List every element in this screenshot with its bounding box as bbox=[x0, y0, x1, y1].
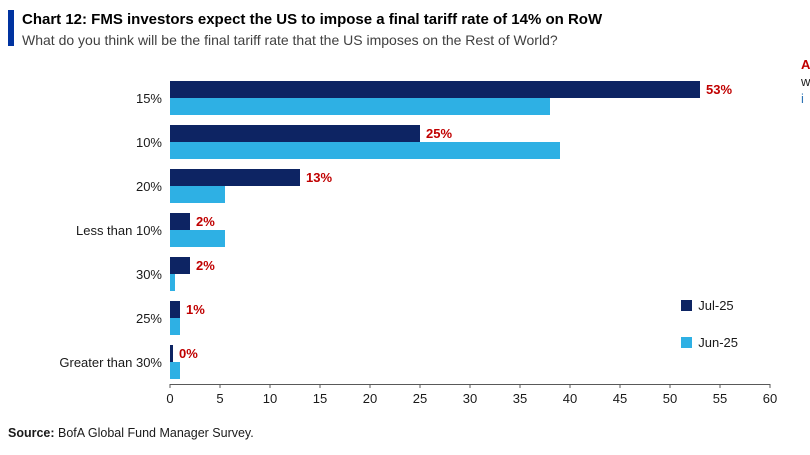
x-tick-label: 10 bbox=[262, 391, 278, 406]
x-tick-mark bbox=[369, 384, 371, 388]
chart-subtitle: What do you think will be the final tari… bbox=[22, 32, 558, 48]
x-tick-label: 5 bbox=[216, 391, 224, 406]
bar-jul25 bbox=[170, 81, 700, 98]
bar-jul25 bbox=[170, 257, 190, 274]
bar-pair: 1% bbox=[170, 301, 770, 335]
bar-jul25 bbox=[170, 213, 190, 230]
data-label: 0% bbox=[179, 346, 198, 361]
bar-pair: 25% bbox=[170, 125, 770, 159]
source-text: BofA Global Fund Manager Survey. bbox=[54, 426, 254, 440]
x-tick-mark bbox=[269, 384, 271, 388]
source-note: Source: BofA Global Fund Manager Survey. bbox=[8, 426, 810, 440]
x-tick-mark bbox=[319, 384, 321, 388]
data-label: 25% bbox=[426, 126, 453, 141]
category-label: 30% bbox=[135, 266, 162, 282]
bar-chart: 15% 53% 10% 25% 20% 13% Less than 10% 2% 30% 2% 25… bbox=[0, 76, 810, 410]
data-label: 53% bbox=[706, 82, 733, 97]
data-label: 2% bbox=[196, 258, 215, 273]
title-accent-bar bbox=[8, 10, 14, 46]
header-text: Chart 12: FMS investors expect the US to… bbox=[22, 10, 602, 50]
x-tick-label: 45 bbox=[612, 391, 628, 406]
bar-pair: 0% bbox=[170, 345, 770, 379]
bar-jul25 bbox=[170, 125, 420, 142]
bar-pair: 2% bbox=[170, 213, 770, 247]
bar-jul25 bbox=[170, 301, 180, 318]
legend-swatch-jun25 bbox=[681, 337, 693, 348]
x-tick-mark bbox=[569, 384, 571, 388]
x-tick-mark bbox=[669, 384, 671, 388]
chart-header: Chart 12: FMS investors expect the US to… bbox=[0, 0, 810, 50]
x-tick-mark bbox=[169, 384, 171, 388]
x-tick-label: 25 bbox=[412, 391, 428, 406]
legend: Jul-25 Jun-25 bbox=[681, 298, 738, 350]
x-tick-label: 60 bbox=[762, 391, 778, 406]
x-tick-label: 30 bbox=[462, 391, 478, 406]
x-tick-label: 15 bbox=[312, 391, 328, 406]
x-axis: 0 5 10 15 20 25 30 35 40 45 50 55 60 bbox=[166, 384, 777, 410]
category-label: Less than 10% bbox=[75, 222, 162, 238]
bar-pair: 13% bbox=[170, 169, 770, 203]
bar-jun25 bbox=[170, 142, 560, 159]
chart-title: Chart 12: FMS investors expect the US to… bbox=[22, 11, 603, 28]
x-tick-label: 40 bbox=[562, 391, 578, 406]
bar-group: 10% 25% bbox=[0, 120, 810, 164]
x-tick-mark bbox=[619, 384, 621, 388]
category-label: Greater than 30% bbox=[59, 354, 162, 370]
x-tick-mark bbox=[719, 384, 721, 388]
legend-item-jun25: Jun-25 bbox=[681, 335, 738, 350]
bar-jul25 bbox=[170, 345, 173, 362]
bar-jun25 bbox=[170, 362, 180, 379]
bar-jun25 bbox=[170, 186, 225, 203]
bar-jun25 bbox=[170, 230, 225, 247]
x-tick-mark bbox=[219, 384, 221, 388]
legend-label-jun25: Jun-25 bbox=[698, 335, 738, 350]
x-tick-label: 50 bbox=[662, 391, 678, 406]
bar-group: 25% 1% bbox=[0, 296, 810, 340]
source-label: Source: bbox=[8, 426, 55, 440]
x-tick-label: 35 bbox=[512, 391, 528, 406]
plot-area: 15% 53% 10% 25% 20% 13% Less than 10% 2% 30% 2% 25… bbox=[0, 76, 810, 384]
bar-jul25 bbox=[170, 169, 300, 186]
x-tick-mark bbox=[519, 384, 521, 388]
x-tick-label: 0 bbox=[166, 391, 174, 406]
bar-pair: 53% bbox=[170, 81, 770, 115]
clipped-text-fragment: w bbox=[801, 74, 810, 89]
data-label: 1% bbox=[186, 302, 205, 317]
category-label: 15% bbox=[135, 90, 162, 106]
x-tick-label: 55 bbox=[712, 391, 728, 406]
bar-group: 30% 2% bbox=[0, 252, 810, 296]
bar-group: Greater than 30% 0% bbox=[0, 340, 810, 384]
legend-item-jul25: Jul-25 bbox=[681, 298, 738, 313]
legend-swatch-jul25 bbox=[681, 300, 693, 311]
legend-label-jul25: Jul-25 bbox=[698, 298, 734, 313]
bar-jun25 bbox=[170, 274, 175, 291]
x-tick-mark bbox=[769, 384, 771, 388]
data-label: 2% bbox=[196, 214, 215, 229]
bar-group: Less than 10% 2% bbox=[0, 208, 810, 252]
bar-group: 20% 13% bbox=[0, 164, 810, 208]
x-tick-mark bbox=[419, 384, 421, 388]
clipped-text-fragment: i bbox=[801, 91, 804, 106]
bar-jun25 bbox=[170, 318, 180, 335]
bar-pair: 2% bbox=[170, 257, 770, 291]
category-label: 25% bbox=[135, 310, 162, 326]
clipped-text-fragment: A bbox=[801, 57, 810, 72]
bar-jun25 bbox=[170, 98, 550, 115]
data-label: 13% bbox=[306, 170, 333, 185]
x-tick-mark bbox=[469, 384, 471, 388]
bar-group: 15% 53% bbox=[0, 76, 810, 120]
category-label: 10% bbox=[135, 134, 162, 150]
x-tick-label: 20 bbox=[362, 391, 378, 406]
category-label: 20% bbox=[135, 178, 162, 194]
